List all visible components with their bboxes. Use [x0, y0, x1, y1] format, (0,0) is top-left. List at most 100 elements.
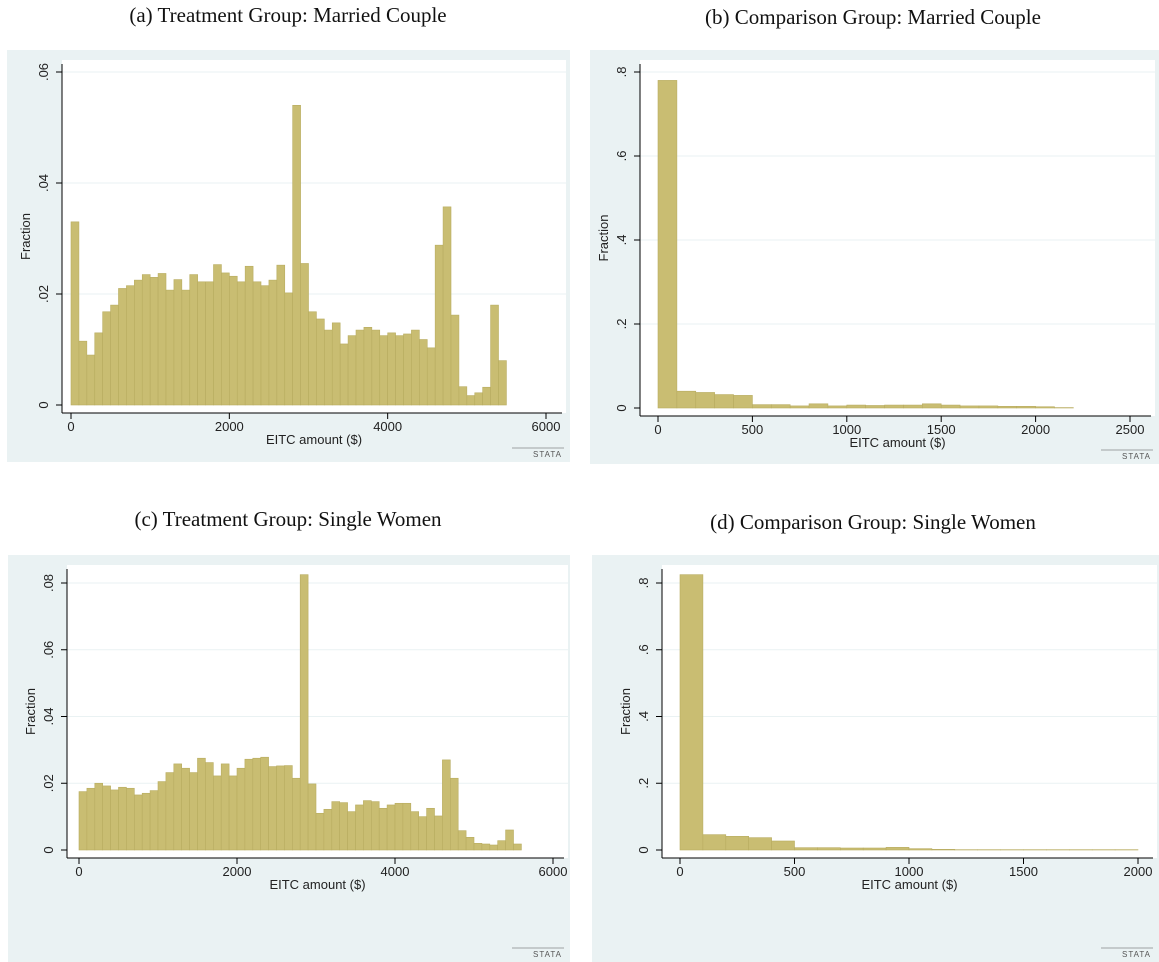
bar — [1016, 406, 1036, 409]
x-tick-label: 0 — [75, 864, 82, 879]
x-axis-label: EITC amount ($) — [861, 877, 957, 892]
bar — [862, 847, 887, 851]
y-tick-label: .2 — [636, 778, 651, 789]
y-tick-label: .04 — [36, 174, 51, 192]
plot-region — [640, 60, 1155, 416]
bar — [442, 206, 452, 406]
bar — [141, 792, 151, 851]
y-tick-label: .02 — [36, 285, 51, 303]
bar — [307, 783, 317, 851]
bar — [149, 277, 159, 406]
bar — [846, 404, 866, 409]
x-tick-label: 2500 — [1116, 422, 1145, 437]
y-tick-label: .02 — [41, 774, 56, 792]
x-tick-label: 2000 — [223, 864, 252, 879]
bar — [922, 403, 942, 409]
bar — [466, 395, 476, 406]
bar — [403, 333, 412, 406]
bar — [839, 847, 864, 851]
y-tick-label: .8 — [636, 578, 651, 589]
bar — [315, 812, 325, 851]
bar — [449, 777, 459, 851]
bar — [94, 332, 103, 406]
bar — [1035, 406, 1055, 409]
bar — [339, 343, 349, 406]
bar — [355, 804, 364, 851]
bar — [490, 304, 499, 406]
bar — [252, 281, 262, 406]
bar — [498, 360, 507, 406]
plot-region — [662, 565, 1157, 858]
bar — [379, 335, 388, 406]
bar — [363, 326, 373, 406]
bar — [482, 386, 491, 406]
bar — [260, 756, 269, 851]
bar — [331, 322, 341, 406]
bar — [157, 273, 167, 406]
bar — [657, 80, 678, 409]
bar — [940, 404, 961, 409]
bar — [291, 777, 301, 851]
bar — [978, 405, 999, 409]
bar — [395, 335, 404, 406]
bar — [308, 311, 317, 406]
y-axis-label: Fraction — [18, 213, 33, 260]
bar — [402, 802, 412, 851]
bar — [260, 285, 270, 406]
bar — [497, 840, 506, 851]
bar — [513, 843, 522, 851]
bar — [229, 275, 238, 406]
bar — [78, 791, 88, 851]
panel-caption: (a) Treatment Group: Married Couple — [129, 3, 446, 27]
bar — [197, 757, 206, 851]
x-tick-label: 2000 — [215, 419, 244, 434]
bar — [110, 304, 119, 406]
bar — [434, 244, 444, 406]
bar — [252, 757, 262, 851]
x-tick-label: 1000 — [895, 864, 924, 879]
bar — [173, 279, 183, 406]
bar — [165, 772, 175, 851]
bar — [865, 405, 885, 409]
bar — [268, 279, 278, 406]
bar — [70, 221, 80, 406]
bar — [714, 394, 734, 409]
bar — [752, 404, 772, 409]
bar — [213, 775, 222, 851]
y-tick-label: .4 — [614, 235, 629, 246]
y-tick-label: 0 — [636, 846, 651, 853]
bar — [134, 794, 143, 851]
bar — [827, 405, 848, 409]
bar — [244, 758, 254, 851]
bar — [903, 404, 923, 409]
watermark: STATA — [533, 950, 562, 959]
y-tick-label: .4 — [636, 711, 651, 722]
panel-caption: (d) Comparison Group: Single Women — [710, 510, 1036, 534]
bar — [908, 848, 933, 851]
bar — [300, 263, 309, 406]
bar — [997, 406, 1018, 409]
bar — [141, 274, 151, 406]
bar — [817, 847, 841, 851]
bar — [118, 786, 127, 851]
bar — [378, 807, 388, 851]
x-tick-label: 4000 — [373, 419, 402, 434]
x-tick-label: 6000 — [539, 864, 568, 879]
bar — [323, 808, 333, 851]
bar — [789, 405, 810, 409]
bar — [442, 759, 451, 851]
y-tick-label: .06 — [36, 63, 51, 81]
bar — [884, 404, 904, 409]
bar — [189, 274, 198, 406]
bar — [733, 395, 753, 409]
y-tick-label: 0 — [614, 404, 629, 411]
bar — [959, 405, 980, 409]
bar — [94, 782, 104, 851]
bar — [197, 281, 206, 406]
y-tick-label: .8 — [614, 67, 629, 78]
bar — [450, 314, 460, 406]
bar — [292, 105, 301, 406]
bar — [110, 789, 119, 851]
bar — [157, 781, 167, 851]
